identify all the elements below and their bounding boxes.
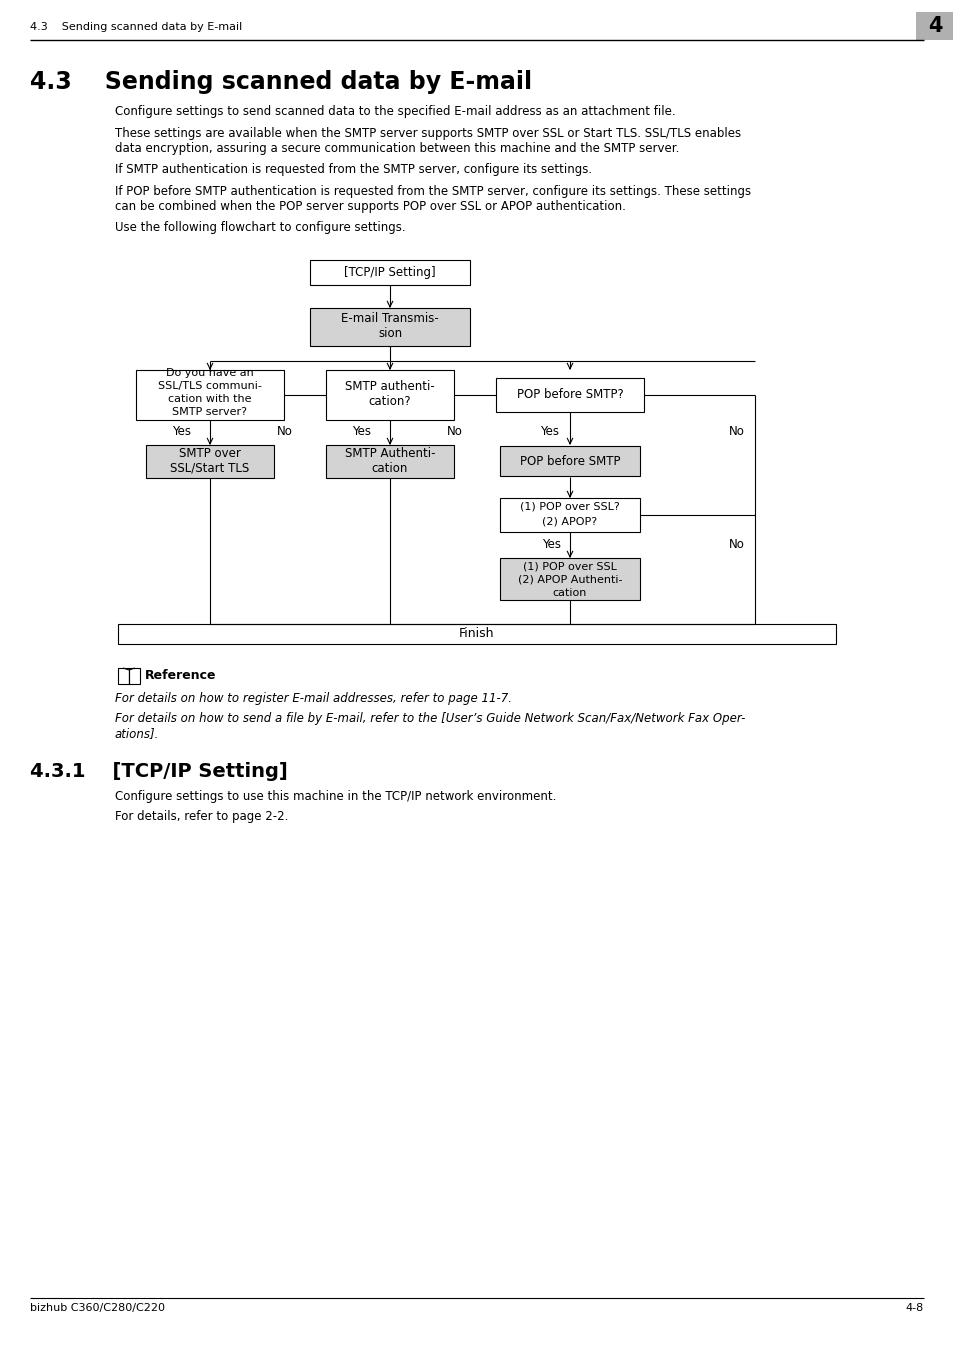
Text: No: No bbox=[447, 425, 462, 439]
Text: No: No bbox=[728, 425, 744, 439]
Text: cation with the: cation with the bbox=[168, 394, 252, 404]
Bar bbox=[310, 261, 470, 285]
Text: Configure settings to use this machine in the TCP/IP network environment.: Configure settings to use this machine i… bbox=[115, 790, 556, 803]
Text: Yes: Yes bbox=[172, 425, 192, 439]
Text: Configure settings to send scanned data to the specified E-mail address as an at: Configure settings to send scanned data … bbox=[115, 105, 675, 117]
Text: sion: sion bbox=[377, 328, 401, 340]
Text: For details on how to send a file by E-mail, refer to the [User’s Guide Network : For details on how to send a file by E-m… bbox=[115, 711, 744, 740]
Text: No: No bbox=[728, 539, 744, 552]
Bar bbox=[499, 498, 639, 532]
Text: cation: cation bbox=[372, 462, 408, 475]
Bar bbox=[129, 668, 140, 684]
Text: Yes: Yes bbox=[540, 425, 558, 439]
Text: SSL/TLS communi-: SSL/TLS communi- bbox=[158, 381, 262, 392]
Text: SSL/Start TLS: SSL/Start TLS bbox=[171, 462, 250, 475]
Bar bbox=[118, 624, 835, 644]
Text: POP before SMTP?: POP before SMTP? bbox=[517, 389, 622, 401]
Bar bbox=[136, 370, 284, 420]
Text: Do you have an: Do you have an bbox=[166, 369, 253, 378]
Text: (2) APOP Authenti-: (2) APOP Authenti- bbox=[517, 575, 621, 585]
Text: bizhub C360/C280/C220: bizhub C360/C280/C220 bbox=[30, 1303, 165, 1314]
Text: SMTP authenti-: SMTP authenti- bbox=[345, 381, 435, 393]
Text: Reference: Reference bbox=[145, 670, 216, 683]
Bar bbox=[915, 12, 953, 40]
Text: SMTP over: SMTP over bbox=[179, 447, 241, 460]
Text: For details, refer to page 2-2.: For details, refer to page 2-2. bbox=[115, 810, 288, 824]
Text: 4.3    Sending scanned data by E-mail: 4.3 Sending scanned data by E-mail bbox=[30, 70, 532, 95]
Text: 4: 4 bbox=[926, 16, 942, 36]
Text: (2) APOP?: (2) APOP? bbox=[542, 517, 597, 526]
Text: SMTP Authenti-: SMTP Authenti- bbox=[344, 447, 435, 460]
Bar bbox=[146, 446, 274, 478]
Bar bbox=[326, 370, 454, 420]
Text: (1) POP over SSL?: (1) POP over SSL? bbox=[519, 502, 619, 512]
Text: For details on how to register E-mail addresses, refer to page 11-7.: For details on how to register E-mail ad… bbox=[115, 693, 512, 705]
Text: cation: cation bbox=[552, 589, 587, 598]
Text: cation?: cation? bbox=[368, 396, 411, 409]
Bar bbox=[499, 447, 639, 477]
Text: 4.3.1    [TCP/IP Setting]: 4.3.1 [TCP/IP Setting] bbox=[30, 761, 288, 782]
Bar bbox=[118, 668, 129, 684]
Bar bbox=[499, 558, 639, 599]
Text: E-mail Transmis-: E-mail Transmis- bbox=[341, 312, 438, 325]
Text: These settings are available when the SMTP server supports SMTP over SSL or Star: These settings are available when the SM… bbox=[115, 127, 740, 155]
Text: If SMTP authentication is requested from the SMTP server, configure its settings: If SMTP authentication is requested from… bbox=[115, 163, 592, 176]
Text: POP before SMTP: POP before SMTP bbox=[519, 455, 619, 468]
Text: Use the following flowchart to configure settings.: Use the following flowchart to configure… bbox=[115, 221, 405, 234]
Text: Yes: Yes bbox=[542, 539, 561, 552]
Text: SMTP server?: SMTP server? bbox=[172, 406, 247, 417]
Text: 4.3    Sending scanned data by E-mail: 4.3 Sending scanned data by E-mail bbox=[30, 22, 242, 32]
Text: Yes: Yes bbox=[352, 425, 371, 439]
Text: [TCP/IP Setting]: [TCP/IP Setting] bbox=[344, 266, 436, 279]
Bar bbox=[496, 378, 643, 412]
Text: 4-8: 4-8 bbox=[904, 1303, 923, 1314]
Text: If POP before SMTP authentication is requested from the SMTP server, configure i: If POP before SMTP authentication is req… bbox=[115, 185, 750, 213]
Text: No: No bbox=[276, 425, 293, 439]
Bar bbox=[310, 308, 470, 346]
Text: Finish: Finish bbox=[458, 628, 495, 640]
Text: (1) POP over SSL: (1) POP over SSL bbox=[522, 562, 617, 572]
Bar bbox=[326, 446, 454, 478]
